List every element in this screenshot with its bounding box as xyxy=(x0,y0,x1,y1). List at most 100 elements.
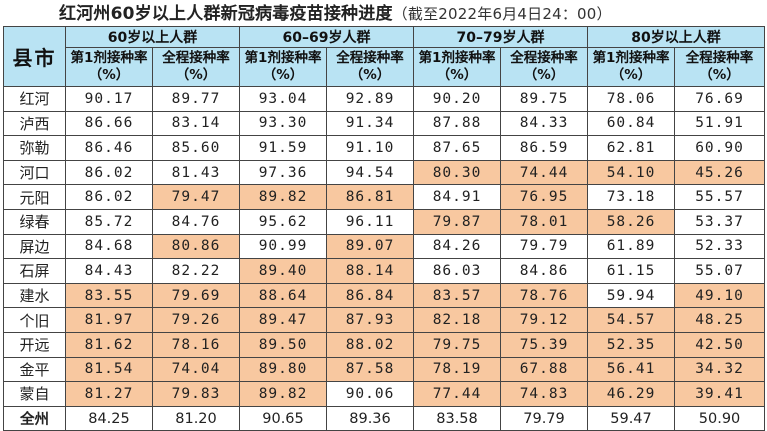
table-row: 屏边 84.68 80.86 90.99 89.07 84.26 79.79 61.89 52.… xyxy=(3,233,766,260)
full-dose-rate-cell: 48.25 xyxy=(674,307,766,333)
total-value-cell: 84.25 xyxy=(65,405,153,431)
first-dose-rate-cell: 62.81 xyxy=(587,135,676,161)
full-dose-rate-cell: 78.16 xyxy=(151,331,241,358)
table-row: 河口 86.02 81.43 97.36 94.54 80.30 74.44 54.10 45.… xyxy=(3,159,766,186)
first-dose-rate-cell: 56.41 xyxy=(587,356,676,383)
first-dose-rate-cell: 82.18 xyxy=(413,307,502,333)
first-dose-rate-cell: 61.89 xyxy=(587,233,676,260)
total-value-cell: 81.20 xyxy=(151,405,241,431)
total-value-cell: 83.58 xyxy=(413,405,502,431)
full-dose-header: 全程接种率（%） xyxy=(500,47,589,87)
full-dose-rate-cell: 87.93 xyxy=(326,307,415,333)
total-row: 全州 84.25 81.20 90.65 89.36 83.58 79.79 59.47 50.… xyxy=(3,405,766,431)
full-dose-rate-cell: 74.83 xyxy=(500,381,589,407)
full-dose-rate-cell: 39.41 xyxy=(674,381,766,407)
first-dose-rate-cell: 83.57 xyxy=(413,282,502,309)
full-dose-rate-cell: 74.44 xyxy=(500,159,589,186)
full-dose-header: 全程接种率（%） xyxy=(151,47,241,87)
full-dose-rate-cell: 89.75 xyxy=(500,86,589,112)
first-dose-header: 第1剂接种率（%） xyxy=(65,47,153,87)
full-dose-rate-cell: 34.32 xyxy=(674,356,766,383)
table-body: 红河 90.17 89.77 93.04 92.89 90.20 89.75 78.06 76.… xyxy=(3,86,766,431)
first-dose-header: 第1剂接种率（%） xyxy=(587,47,676,87)
full-dose-rate-cell: 90.06 xyxy=(326,381,415,407)
county-header: 县市 xyxy=(3,26,66,87)
full-dose-rate-cell: 84.86 xyxy=(500,258,589,284)
table-row: 个旧 81.97 79.26 89.47 87.93 82.18 79.12 54.57 48.… xyxy=(3,307,766,333)
full-dose-rate-cell: 85.60 xyxy=(151,135,241,161)
full-dose-rate-cell: 87.58 xyxy=(326,356,415,383)
full-dose-rate-cell: 86.81 xyxy=(326,184,415,210)
full-dose-rate-cell: 79.47 xyxy=(151,184,241,210)
first-dose-rate-cell: 95.62 xyxy=(239,208,328,235)
group-header: 80岁以上人群 xyxy=(587,26,766,48)
first-dose-header: 第1剂接种率（%） xyxy=(413,47,502,87)
full-dose-header: 全程接种率（%） xyxy=(326,47,415,87)
first-dose-rate-cell: 84.43 xyxy=(65,258,153,284)
first-dose-rate-cell: 79.87 xyxy=(413,208,502,235)
total-value-cell: 50.90 xyxy=(674,405,766,431)
first-dose-rate-cell: 84.68 xyxy=(65,233,153,260)
group-header: 70–79岁人群 xyxy=(413,26,589,48)
table-row: 红河 90.17 89.77 93.04 92.89 90.20 89.75 78.06 76.… xyxy=(3,86,766,112)
county-name: 红河 xyxy=(3,86,66,112)
first-dose-rate-cell: 93.04 xyxy=(239,86,328,112)
full-dose-rate-cell: 45.26 xyxy=(674,159,766,186)
full-dose-rate-cell: 49.10 xyxy=(674,282,766,309)
first-dose-rate-cell: 58.26 xyxy=(587,208,676,235)
full-dose-rate-cell: 89.77 xyxy=(151,86,241,112)
full-dose-rate-cell: 88.14 xyxy=(326,258,415,284)
first-dose-rate-cell: 61.15 xyxy=(587,258,676,284)
table-row: 蒙自 81.27 79.83 89.82 90.06 77.44 74.83 46.29 39.… xyxy=(3,381,766,407)
first-dose-rate-cell: 97.36 xyxy=(239,159,328,186)
full-dose-rate-cell: 78.76 xyxy=(500,282,589,309)
full-dose-rate-cell: 79.79 xyxy=(500,233,589,260)
county-name: 弥勒 xyxy=(3,135,66,161)
first-dose-rate-cell: 60.84 xyxy=(587,110,676,137)
first-dose-rate-cell: 91.59 xyxy=(239,135,328,161)
first-dose-rate-cell: 88.64 xyxy=(239,282,328,309)
first-dose-rate-cell: 73.18 xyxy=(587,184,676,210)
full-dose-rate-cell: 79.69 xyxy=(151,282,241,309)
county-name: 蒙自 xyxy=(3,381,66,407)
total-label: 全州 xyxy=(3,405,66,431)
full-dose-rate-cell: 75.39 xyxy=(500,331,589,358)
full-dose-rate-cell: 84.33 xyxy=(500,110,589,137)
full-dose-rate-cell: 55.57 xyxy=(674,184,766,210)
first-dose-rate-cell: 79.75 xyxy=(413,331,502,358)
first-dose-rate-cell: 89.47 xyxy=(239,307,328,333)
first-dose-rate-cell: 86.46 xyxy=(65,135,153,161)
full-dose-rate-cell: 86.84 xyxy=(326,282,415,309)
full-dose-rate-cell: 79.83 xyxy=(151,381,241,407)
first-dose-rate-cell: 86.66 xyxy=(65,110,153,137)
first-dose-rate-cell: 86.03 xyxy=(413,258,502,284)
full-dose-rate-cell: 52.33 xyxy=(674,233,766,260)
table-row: 弥勒 86.46 85.60 91.59 91.10 87.65 86.59 62.81 60.… xyxy=(3,135,766,161)
first-dose-rate-cell: 54.57 xyxy=(587,307,676,333)
county-name: 建水 xyxy=(3,282,66,309)
first-dose-rate-cell: 85.72 xyxy=(65,208,153,235)
full-dose-rate-cell: 94.54 xyxy=(326,159,415,186)
table-row: 绿春 85.72 84.76 95.62 96.11 79.87 78.01 58.26 53.… xyxy=(3,208,766,235)
full-dose-rate-cell: 76.69 xyxy=(674,86,766,112)
first-dose-rate-cell: 54.10 xyxy=(587,159,676,186)
first-dose-rate-cell: 89.82 xyxy=(239,381,328,407)
first-dose-rate-cell: 59.94 xyxy=(587,282,676,309)
county-name: 绿春 xyxy=(3,208,66,235)
full-dose-rate-cell: 80.86 xyxy=(151,233,241,260)
first-dose-rate-cell: 80.30 xyxy=(413,159,502,186)
county-name: 屏边 xyxy=(3,233,66,260)
first-dose-rate-cell: 46.29 xyxy=(587,381,676,407)
county-name: 元阳 xyxy=(3,184,66,210)
title-main: 红河州60岁以上人群新冠病毒疫苗接种进度 xyxy=(59,4,393,24)
county-name: 河口 xyxy=(3,159,66,186)
total-value-cell: 59.47 xyxy=(587,405,676,431)
full-dose-rate-cell: 79.26 xyxy=(151,307,241,333)
county-name: 开远 xyxy=(3,331,66,358)
full-dose-rate-cell: 96.11 xyxy=(326,208,415,235)
group-header: 60岁以上人群 xyxy=(64,26,241,48)
total-value-cell: 89.36 xyxy=(326,405,415,431)
first-dose-rate-cell: 78.06 xyxy=(587,86,676,112)
group-header: 60–69岁人群 xyxy=(239,26,415,48)
county-name: 石屏 xyxy=(3,258,66,284)
